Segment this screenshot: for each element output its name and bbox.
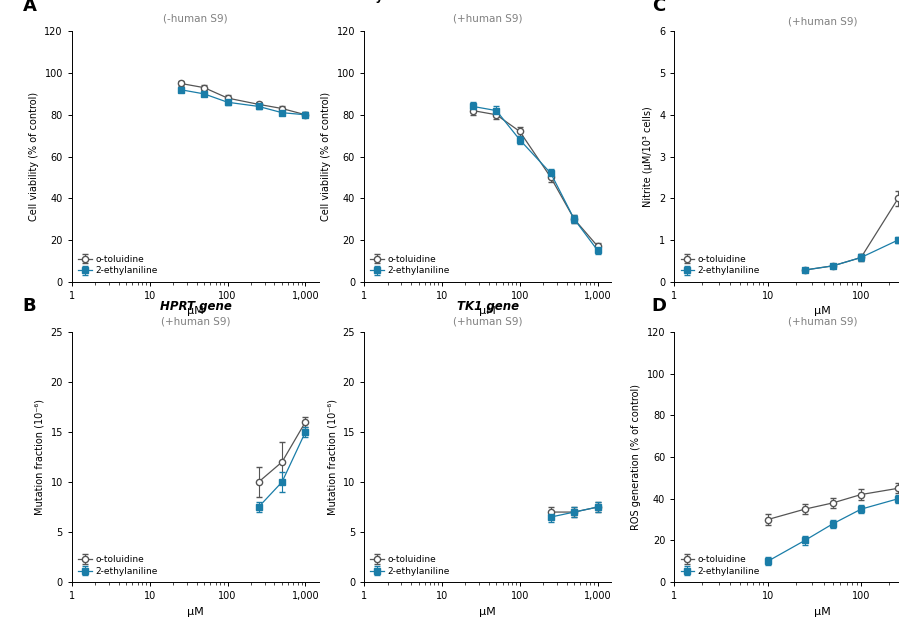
Legend: o-toluidine, 2-ethylaniline: o-toluidine, 2-ethylaniline [679,253,762,277]
Legend: o-toluidine, 2-ethylaniline: o-toluidine, 2-ethylaniline [76,553,160,578]
X-axis label: μM: μM [187,607,204,617]
Text: (+human S9): (+human S9) [788,16,858,26]
Legend: o-toluidine, 2-ethylaniline: o-toluidine, 2-ethylaniline [679,553,762,578]
Text: (+human S9): (+human S9) [453,317,522,327]
Text: (+human S9): (+human S9) [453,14,522,24]
Text: HPRT gene: HPRT gene [160,300,231,313]
Legend: o-toluidine, 2-ethylaniline: o-toluidine, 2-ethylaniline [76,253,160,277]
Text: B: B [22,297,36,316]
Text: (+human S9): (+human S9) [161,317,230,327]
Y-axis label: ROS generation (% of control): ROS generation (% of control) [631,384,641,530]
Text: (-human S9): (-human S9) [164,14,227,24]
Text: TK1 gene: TK1 gene [457,300,519,313]
Text: C: C [652,0,665,15]
Text: (+human S9): (+human S9) [788,317,858,327]
Text: D: D [652,297,667,316]
Legend: o-toluidine, 2-ethylaniline: o-toluidine, 2-ethylaniline [369,553,452,578]
Y-axis label: Cell viability (% of control): Cell viability (% of control) [29,92,39,221]
Text: Cell viability: Cell viability [300,0,383,3]
Text: A: A [22,0,36,15]
Y-axis label: Cell viability (% of control): Cell viability (% of control) [321,92,331,221]
X-axis label: μM: μM [814,306,831,316]
Y-axis label: Mutation fraction (10⁻⁶): Mutation fraction (10⁻⁶) [327,399,337,515]
Y-axis label: Mutation fraction (10⁻⁶): Mutation fraction (10⁻⁶) [35,399,45,515]
X-axis label: μM: μM [479,607,496,617]
Legend: o-toluidine, 2-ethylaniline: o-toluidine, 2-ethylaniline [369,253,452,277]
X-axis label: μM: μM [814,607,831,617]
X-axis label: μM: μM [479,306,496,316]
X-axis label: μM: μM [187,306,204,316]
Y-axis label: Nitrite (μM/10³ cells): Nitrite (μM/10³ cells) [644,106,654,207]
